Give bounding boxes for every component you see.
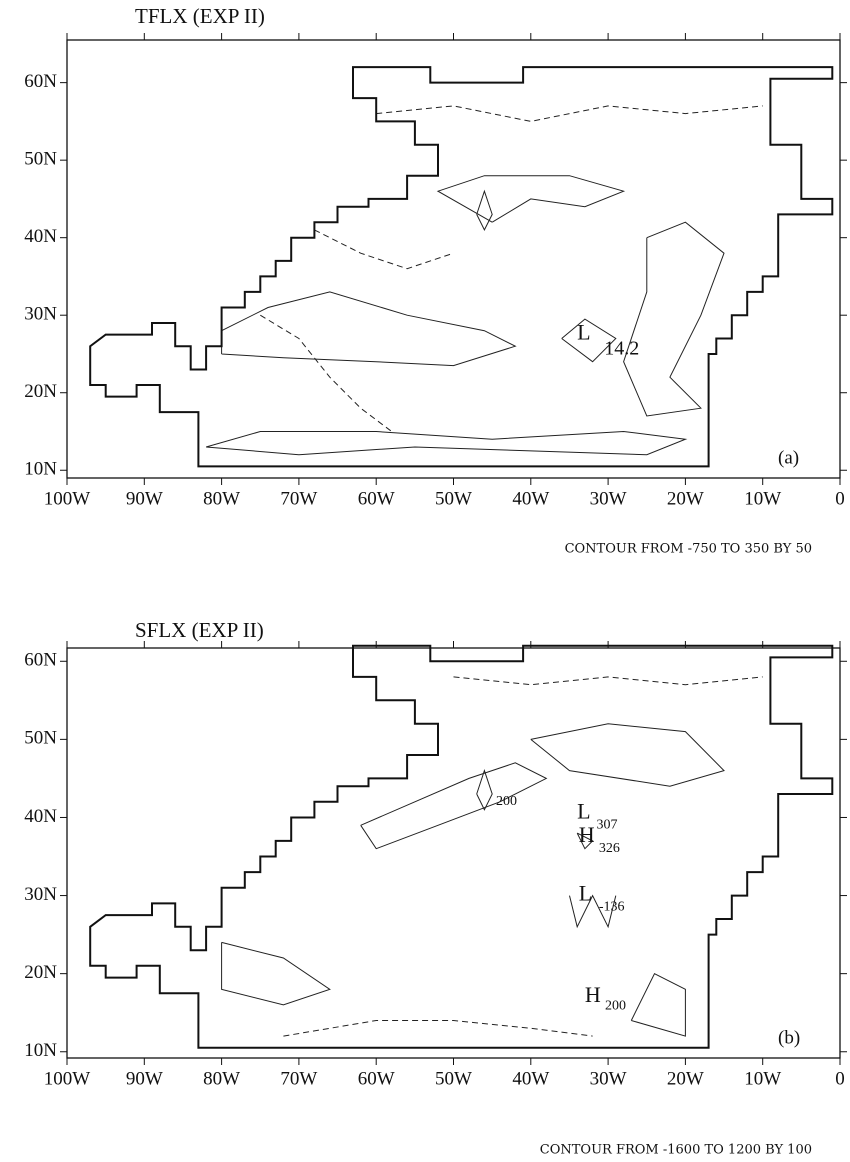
contour-line xyxy=(360,762,548,850)
contour-value: -136 xyxy=(599,899,625,914)
y-tick-label: 40N xyxy=(24,806,57,827)
contour-value: 14.2 xyxy=(604,338,639,360)
contour-value: 200 xyxy=(496,794,517,809)
y-tick-label: 20N xyxy=(24,381,57,402)
x-tick-label: 100W xyxy=(44,1068,91,1089)
x-tick-label: 50W xyxy=(435,1068,472,1089)
contour-line xyxy=(221,941,331,1006)
contour-line xyxy=(476,189,493,232)
y-tick-label: 50N xyxy=(24,149,57,170)
panel-label: (b) xyxy=(778,1027,800,1048)
y-tick-label: 10N xyxy=(24,459,57,480)
contour-value: 200 xyxy=(605,999,626,1014)
extremum-label: L xyxy=(579,881,592,906)
contour-note: CONTOUR FROM -1600 TO 1200 BY 100 xyxy=(540,1143,812,1158)
contour-value: 326 xyxy=(599,841,620,856)
contour-line xyxy=(476,769,493,811)
panel: TFLX (EXP II) 100W 90W 80W 70W 60W 50W 40W 30W 20… xyxy=(24,4,847,557)
extremum-label: H xyxy=(579,822,595,847)
panel: SFLX (EXP II) 100W 90W 80W 70W 60W 50W 40W 30W 20… xyxy=(24,618,847,1158)
x-tick-label: 80W xyxy=(203,1068,240,1089)
y-tick-label: 30N xyxy=(24,884,57,905)
x-tick-label: 20W xyxy=(667,1068,704,1089)
x-tick-label: 0 xyxy=(835,488,845,509)
contours xyxy=(205,105,763,456)
basin-outline xyxy=(89,66,834,468)
contour-value: 307 xyxy=(597,817,618,832)
contour-line xyxy=(376,105,763,122)
contour-line xyxy=(576,832,594,850)
y-tick-label: 20N xyxy=(24,962,57,983)
basin-outline xyxy=(89,644,834,1049)
y-tick-label: 60N xyxy=(24,650,57,671)
y-tick-label: 40N xyxy=(24,226,57,247)
x-tick-label: 10W xyxy=(744,488,781,509)
contours xyxy=(221,676,763,1037)
contour-line xyxy=(205,430,688,456)
contour-line xyxy=(436,175,626,223)
x-tick-label: 70W xyxy=(280,488,317,509)
x-tick-label: 70W xyxy=(280,1068,317,1089)
x-tick-label: 50W xyxy=(435,488,472,509)
x-tick-label: 20W xyxy=(667,488,704,509)
x-tick-label: 60W xyxy=(358,1068,395,1089)
x-tick-label: 30W xyxy=(590,1068,627,1089)
contour-note: CONTOUR FROM -750 TO 350 BY 50 xyxy=(565,542,812,557)
y-tick-label: 50N xyxy=(24,728,57,749)
x-tick-label: 0 xyxy=(835,1068,845,1089)
contour-line xyxy=(623,221,725,417)
x-tick-label: 90W xyxy=(126,1068,163,1089)
contour-line xyxy=(530,723,725,787)
plot-frame xyxy=(66,647,841,1059)
panel-title: SFLX (EXP II) xyxy=(135,618,264,642)
panel-title: TFLX (EXP II) xyxy=(135,4,265,28)
x-tick-label: 30W xyxy=(590,488,627,509)
x-tick-label: 40W xyxy=(512,488,549,509)
x-tick-label: 100W xyxy=(44,488,91,509)
contour-line xyxy=(221,291,517,367)
contour-line xyxy=(561,318,617,363)
contour-line xyxy=(569,894,617,929)
y-tick-label: 60N xyxy=(24,71,57,92)
contour-line xyxy=(314,229,454,270)
y-tick-label: 10N xyxy=(24,1040,57,1061)
x-tick-label: 80W xyxy=(203,488,240,509)
contour-line xyxy=(630,973,686,1037)
contour-line xyxy=(283,1020,593,1037)
extremum-label: H xyxy=(585,982,601,1007)
x-tick-label: 90W xyxy=(126,488,163,509)
extremum-label: L xyxy=(577,799,590,824)
extremum-label: L xyxy=(577,320,590,345)
x-tick-label: 10W xyxy=(744,1068,781,1089)
panel-label: (a) xyxy=(778,447,799,468)
x-tick-label: 60W xyxy=(358,488,395,509)
y-tick-label: 30N xyxy=(24,304,57,325)
contour-line xyxy=(260,314,393,432)
contour-line xyxy=(453,676,763,686)
x-tick-label: 40W xyxy=(512,1068,549,1089)
